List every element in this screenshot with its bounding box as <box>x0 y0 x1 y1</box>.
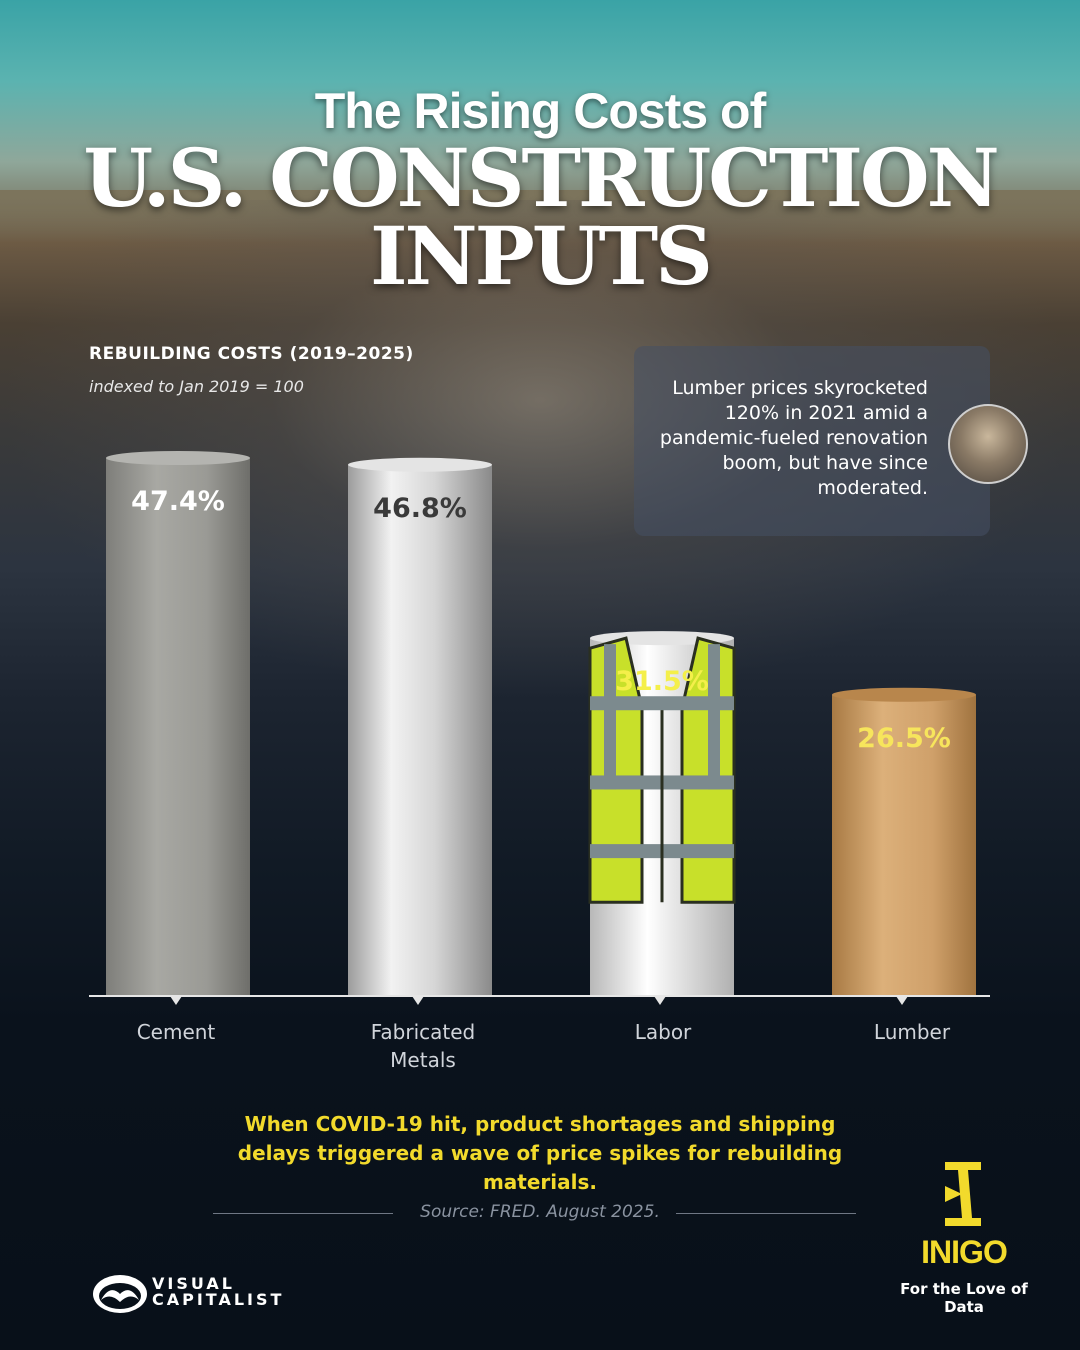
category-label-lumber: Lumber <box>873 1020 951 1044</box>
category-label-labor: Labor <box>634 1020 692 1044</box>
bar-cement-body <box>106 458 250 995</box>
inigo-logo-icon <box>945 1162 981 1226</box>
covid-highlight-text-inner: When COVID-19 hit, product shortages and… <box>237 1112 843 1194</box>
lumber-annotation-text: Lumber prices skyrocketed 120% in 2021 a… <box>659 377 928 499</box>
source-divider-right <box>676 1213 856 1214</box>
title-line-2: U.S. CONSTRUCTION <box>83 131 999 225</box>
x-axis-baseline <box>89 995 990 997</box>
value-label-lumber: 26.5% <box>857 722 951 754</box>
axis-tick-labor <box>654 996 666 1005</box>
safety-vest-icon <box>588 636 736 904</box>
bar-fabricated-metals-body <box>348 464 492 995</box>
category-label-fabricated-metals-text: Fabricated Metals <box>370 1020 476 1072</box>
value-label-cement: 47.4% <box>131 486 225 517</box>
axis-tick-fabricated-metals <box>412 996 424 1005</box>
axis-tick-lumber <box>896 996 908 1005</box>
title-line-3: INPUTS <box>370 209 713 303</box>
covid-highlight-text: When COVID-19 hit, product shortages and… <box>0 1110 1080 1197</box>
visual-capitalist-wordmark: VISUAL CAPITALIST <box>152 1276 284 1308</box>
bar-lumber-body <box>832 694 976 995</box>
bar-cement <box>106 451 250 995</box>
source-text: Source: FRED. August 2025. <box>420 1202 660 1222</box>
category-label-fabricated-metals: Fabricated Metals <box>323 1018 523 1074</box>
lumber-annotation-box: Lumber prices skyrocketed 120% in 2021 a… <box>634 346 1028 536</box>
source-divider-left <box>213 1213 393 1214</box>
title-line-1: The Rising Costs of <box>314 83 766 139</box>
vc-wordmark-line-2: CAPITALIST <box>152 1290 285 1309</box>
vc-wordmark-line-1: VISUAL <box>152 1274 235 1293</box>
value-label-fabricated-metals: 46.8% <box>373 492 467 524</box>
category-label-cement: Cement <box>136 1020 216 1044</box>
chart-index-note: indexed to Jan 2019 = 100 <box>89 377 304 396</box>
chart-subtitle: REBUILDING COSTS (2019–2025) <box>89 344 414 364</box>
inigo-tagline: For the Love of Data <box>900 1280 1028 1316</box>
bar-lumber-cap <box>832 687 976 702</box>
bar-cement-cap <box>106 451 250 465</box>
construction-photo-thumbnail <box>948 404 1028 484</box>
inigo-wordmark: INIGO <box>921 1234 1008 1270</box>
value-label-labor: 31.5% <box>615 666 709 698</box>
bar-labor <box>588 631 736 995</box>
visual-capitalist-logo-icon <box>93 1275 147 1313</box>
bar-fabricated-metals-cap <box>348 457 492 472</box>
axis-tick-cement <box>170 996 182 1005</box>
bar-lumber <box>832 687 976 995</box>
bar-fabricated-metals <box>348 457 492 995</box>
